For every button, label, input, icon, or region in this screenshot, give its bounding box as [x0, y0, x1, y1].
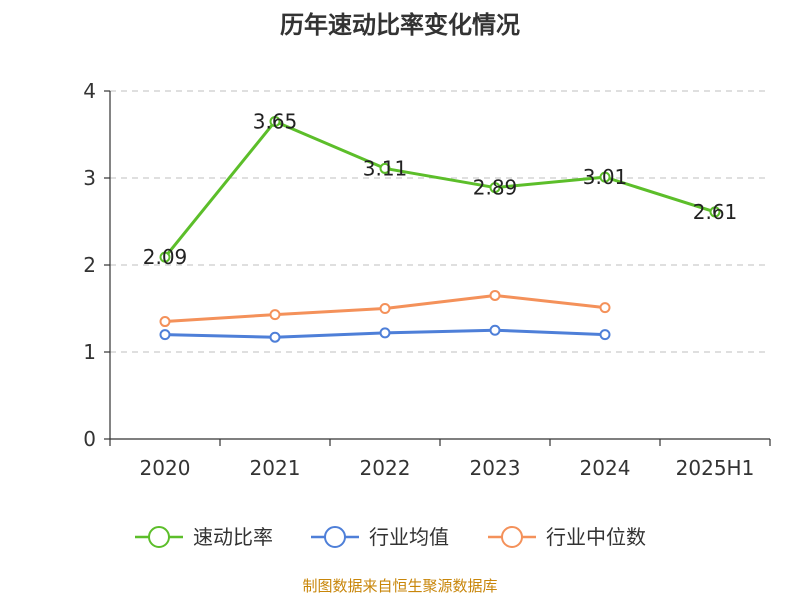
data-point [269, 331, 281, 343]
axes: 0 1 2 3 4 2020 2021 2022 2023 2024 2025H1 [83, 79, 771, 480]
data-point [599, 329, 611, 341]
legend-label: 行业均值 [369, 525, 449, 549]
y-tick-label: 3 [83, 166, 96, 190]
legend-marker [324, 526, 346, 548]
series-line-0 [163, 119, 716, 259]
data-point [269, 309, 281, 321]
data-point [489, 182, 501, 194]
x-tick-label: 2022 [360, 456, 411, 480]
x-tick-label: 2020 [140, 456, 191, 480]
grid [110, 90, 770, 353]
data-label: 3.01 [583, 165, 628, 189]
data-point [599, 302, 611, 314]
data-point [599, 171, 611, 183]
y-tick-label: 0 [83, 427, 96, 451]
data-label: 3.11 [363, 156, 408, 180]
legend-label: 行业中位数 [546, 525, 646, 549]
data-point [379, 303, 391, 314]
data-point [489, 289, 501, 301]
data-point [379, 327, 391, 339]
y-tick-label: 1 [83, 340, 96, 364]
data-label: 2.61 [693, 200, 738, 224]
legend-label: 速动比率 [193, 525, 273, 549]
data-label: 2.09 [143, 245, 188, 269]
series-lines [159, 115, 721, 343]
legend: 速动比率 行业均值 行业中位数 [135, 525, 646, 549]
data-point [159, 329, 171, 341]
chart-title: 历年速动比率变化情况 [280, 11, 520, 39]
x-tick-label: 2023 [470, 456, 521, 480]
data-label: 2.89 [473, 176, 518, 200]
x-tick-label: 2021 [250, 456, 301, 480]
data-point [159, 251, 171, 263]
data-point [489, 324, 501, 336]
data-point [159, 316, 171, 328]
data-point [269, 115, 281, 127]
data-point [709, 206, 721, 218]
x-tick-label: 2025H1 [676, 456, 755, 480]
data-point [379, 162, 391, 174]
y-tick-label: 2 [83, 253, 96, 277]
legend-marker [501, 526, 523, 548]
x-tick-label: 2024 [580, 456, 631, 480]
data-labels: 2.09 3.65 3.11 2.89 3.01 2.61 [143, 109, 738, 269]
y-tick-label: 4 [83, 79, 96, 103]
data-label: 3.65 [253, 109, 298, 133]
source-note: 制图数据来自恒生聚源数据库 [302, 577, 497, 595]
legend-marker [148, 526, 170, 548]
